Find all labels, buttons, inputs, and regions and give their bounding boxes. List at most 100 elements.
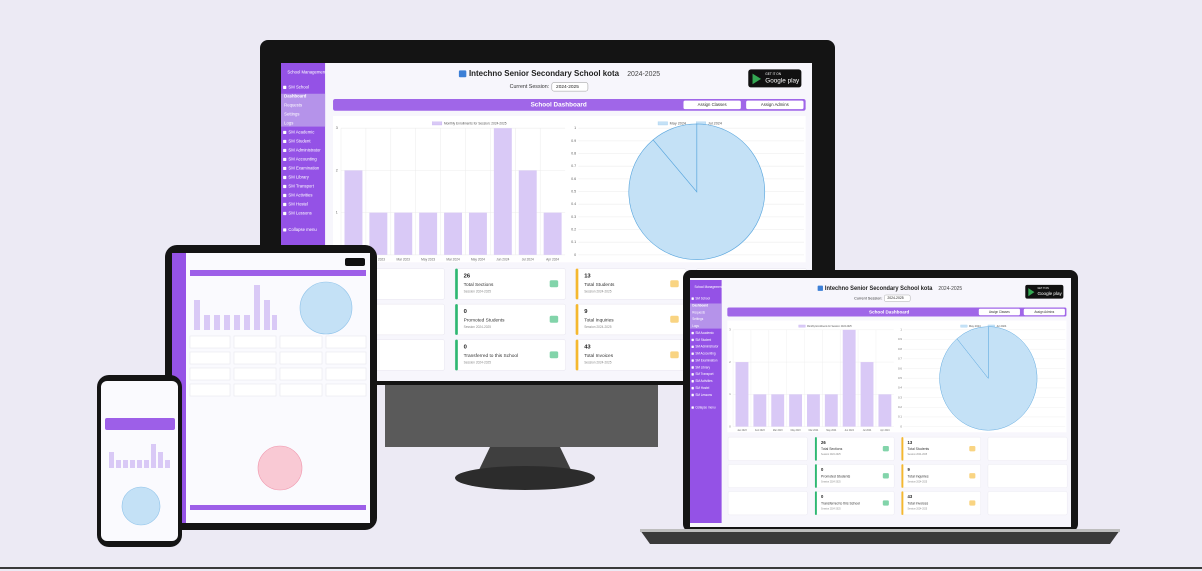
session-label: Current Session: <box>510 84 549 90</box>
sidebar-icon <box>691 331 694 335</box>
card-sub: Session 2024-2025 <box>584 325 612 329</box>
tablet-table-head <box>190 505 366 510</box>
sidebar-item: SM Accounting <box>288 157 317 162</box>
card-value: 0 <box>464 345 467 351</box>
card-icon <box>549 280 559 288</box>
y-tick-label: 0.2 <box>898 405 902 409</box>
card-icon <box>549 351 559 359</box>
y-tick-label: 1 <box>729 392 731 396</box>
y-tick-label: 0 <box>574 253 576 257</box>
card-value: 0 <box>821 467 824 472</box>
sidebar-item: Logs <box>692 324 699 328</box>
y-tick-label: 0.9 <box>571 139 576 143</box>
bar <box>735 362 749 427</box>
card-value: 0 <box>821 494 824 499</box>
card-value: 9 <box>908 467 911 472</box>
sidebar-icon <box>691 352 694 355</box>
sidebar-icon <box>283 85 287 89</box>
dashboard-button[interactable] <box>1023 308 1065 316</box>
card-icon <box>969 473 976 479</box>
tablet-cards <box>189 335 367 397</box>
card-icon <box>969 500 976 506</box>
sidebar-item: SM Academic <box>695 331 714 335</box>
y-tick-label: 0 <box>729 424 731 428</box>
card-sub: Session 2024-2025 <box>464 360 492 364</box>
sidebar-item: Requests <box>692 310 705 314</box>
card-accent <box>814 464 817 488</box>
y-tick-label: 0.7 <box>571 164 576 168</box>
store-badge[interactable] <box>748 69 802 88</box>
sidebar-item: SM Hostel <box>695 386 709 390</box>
tablet-bars <box>194 285 277 330</box>
sidebar-item: SM Examination <box>695 358 717 362</box>
sidebar-item: SM Student <box>288 139 311 144</box>
sidebar-item: Dashboard <box>692 303 708 307</box>
y-tick-label: 0.2 <box>571 228 576 232</box>
dashboard-button[interactable] <box>978 308 1020 316</box>
school-icon <box>817 285 823 291</box>
bar <box>753 394 767 427</box>
sidebar-icon <box>283 211 287 216</box>
card-accent <box>575 339 579 371</box>
sidebar-icon <box>283 139 287 144</box>
sidebar-item: SM Academic <box>288 130 314 135</box>
sidebar-item: SM Activities <box>695 379 713 383</box>
sidebar-item: Logs <box>284 121 293 126</box>
card-label: Promoted Students <box>821 474 850 478</box>
card-sub: Session 2024-2025 <box>464 289 492 293</box>
sidebar-item: SM Library <box>288 175 309 180</box>
sidebar-item: SM Transport <box>288 184 314 189</box>
sidebar-icon <box>691 345 694 349</box>
sidebar-icon <box>283 202 287 207</box>
bar <box>771 394 785 427</box>
bar <box>468 212 487 255</box>
pie-slice <box>628 123 766 260</box>
dashboard-button[interactable] <box>683 100 741 110</box>
dashboard-button-label: Assign Classes <box>698 102 727 107</box>
card-icon <box>882 446 889 452</box>
session-select <box>551 82 589 92</box>
y-tick-label: 0.9 <box>898 337 902 341</box>
dashboard-button[interactable] <box>746 100 804 110</box>
store-logo <box>752 73 762 85</box>
store-name: Google play <box>765 78 800 85</box>
x-tick-label: Mar 2024 <box>809 430 819 432</box>
desktop-dashboard: School Management SM School Dashboard Reque… <box>281 63 807 381</box>
card-sub: Session 2024-2025 <box>908 508 928 510</box>
x-tick-label: Feb 2023 <box>372 257 386 261</box>
sidebar-item: Collapse menu <box>288 227 317 232</box>
school-title: Intechno Senior Secondary School kota <box>469 69 620 78</box>
x-tick-label: Mar 2023 <box>397 257 411 261</box>
card-accent <box>901 491 904 515</box>
legend-swatch <box>798 324 806 328</box>
card-accent <box>575 304 579 335</box>
store-name: Google play <box>1037 291 1062 296</box>
sidebar-icon <box>283 193 287 198</box>
sidebar-item: SM Administrator <box>695 345 718 349</box>
sidebar-brand: School Management <box>695 285 723 289</box>
card-label: Transferred to this School <box>464 353 518 359</box>
x-tick-label: Apr 2024 <box>546 257 559 261</box>
stat-card <box>727 464 808 488</box>
card-sub: Session 2024-2025 <box>908 481 928 483</box>
card-sub: Session 2024-2025 <box>464 325 492 329</box>
bar <box>394 212 413 255</box>
y-tick-label: 2 <box>729 360 731 364</box>
bar <box>878 394 892 427</box>
sidebar-item: SM Lessons <box>695 393 712 397</box>
y-tick-label: 2 <box>336 168 338 172</box>
card-icon <box>670 351 679 359</box>
dashboard-button-label: Assign Classes <box>989 310 1010 314</box>
sidebar-item: SM School <box>695 296 710 300</box>
sidebar-icon <box>283 157 287 162</box>
school-icon <box>458 70 467 78</box>
card-sub: Session 2024-2025 <box>908 454 928 456</box>
sidebar-icon <box>283 228 287 232</box>
store-badge[interactable] <box>1025 284 1064 299</box>
bar <box>369 212 388 255</box>
bar <box>419 212 438 255</box>
session-value: 2024-2025 <box>887 296 903 300</box>
y-tick-label: 3 <box>729 327 731 331</box>
x-tick-label: Feb 2023 <box>755 430 765 432</box>
phone-pie <box>121 486 161 526</box>
